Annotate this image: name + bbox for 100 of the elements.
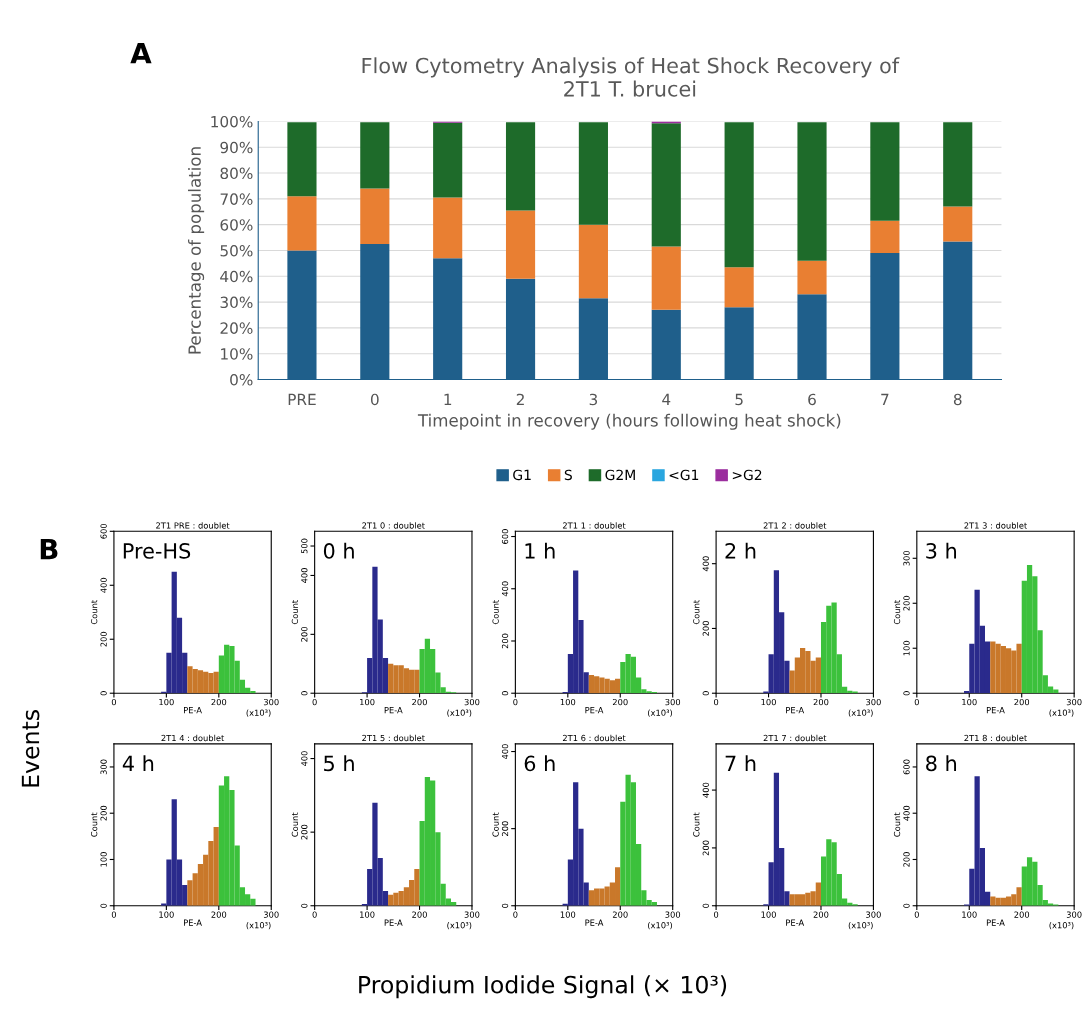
y-tick-label: 0 xyxy=(501,691,509,696)
annotation: 7 h xyxy=(725,755,756,771)
y-tick-label: 0 xyxy=(301,903,308,908)
bar xyxy=(870,220,900,254)
annotation: 1 h xyxy=(525,542,555,559)
y-tick-label: 200 xyxy=(702,621,709,636)
x-tick-label: 100 xyxy=(761,911,776,918)
y-axis-title: Count xyxy=(291,812,299,837)
x-tick-label: 300 xyxy=(1066,911,1082,918)
x-axis-title: Timepoint in recovery (hours following heat shock) xyxy=(417,413,841,430)
x-tick-label: 300 xyxy=(263,698,279,706)
x-tick-label: 2 xyxy=(516,393,524,405)
x-axis-title: PE-A xyxy=(184,707,202,714)
bar xyxy=(505,122,536,211)
x-tick-label: 0 xyxy=(312,698,317,706)
x-tick-label: 300 xyxy=(866,698,881,706)
y-tick-label: 40% xyxy=(220,270,253,283)
x-axis-title: PE-A xyxy=(585,707,604,714)
x-tick-label: 200 xyxy=(1014,698,1030,706)
y-tick-label: 400 xyxy=(702,782,709,798)
bar xyxy=(651,246,681,310)
legend-label: >G2 xyxy=(732,469,762,481)
x-tick-label: 100 xyxy=(560,911,576,918)
x-tick-label: 100 xyxy=(761,698,776,706)
x-tick-label: 4 xyxy=(662,393,671,405)
x-tick-label: 100 xyxy=(360,698,375,706)
text: Events xyxy=(21,710,40,787)
bar xyxy=(870,122,900,221)
x-tick-label: 200 xyxy=(813,911,829,918)
annotation: 5 h xyxy=(324,755,354,772)
x-tick-label: 200 xyxy=(612,911,628,918)
text: (x10³) xyxy=(648,921,672,930)
x-tick-label: 200 xyxy=(612,698,628,706)
x-tick-label: 100 xyxy=(159,698,174,706)
bar xyxy=(797,122,827,261)
bar xyxy=(433,122,463,198)
y-tick-label: 200 xyxy=(301,824,308,840)
x-tick-label: 100 xyxy=(360,911,375,918)
x-tick-label: 300 xyxy=(263,911,279,918)
bar xyxy=(360,188,390,245)
x-tick-label: 0 xyxy=(513,698,518,706)
annotation: 2 h xyxy=(725,542,756,559)
y-tick-label: 200 xyxy=(903,852,910,867)
y-tick-label: 50% xyxy=(220,244,253,257)
y-tick-label: 300 xyxy=(903,550,910,566)
x-tick-label: 0 xyxy=(714,698,719,706)
chart-title: 2T1 5 : doublet xyxy=(362,734,425,742)
chart-title: 2T1 4 : doublet xyxy=(161,734,225,742)
text: (x10³) xyxy=(447,709,472,717)
bar xyxy=(578,122,608,225)
x-tick-label: 200 xyxy=(211,911,227,918)
y-axis-title: Count xyxy=(693,600,700,625)
x-tick-label: 7 xyxy=(881,393,889,405)
y-tick-label: 90% xyxy=(220,141,253,154)
annotation: 0 h xyxy=(323,542,354,559)
bar xyxy=(797,260,827,295)
y-tick-label: 20% xyxy=(220,322,253,334)
chart-title: 2T1 PRE : doublet xyxy=(156,522,230,529)
x-tick-label: 1 xyxy=(444,393,452,405)
y-tick-label: 100 xyxy=(903,640,910,656)
x-tick-label: 0 xyxy=(914,911,919,918)
y-tick-label: 100% xyxy=(211,115,253,128)
x-tick-label: 300 xyxy=(1066,698,1082,706)
y-axis-title: Count xyxy=(893,812,901,837)
y-tick-label: 30% xyxy=(220,296,253,309)
y-axis-title: Count xyxy=(893,600,901,625)
y-tick-label: 400 xyxy=(702,556,709,572)
x-tick-label: 200 xyxy=(1014,911,1030,918)
x-axis-title: PE-A xyxy=(986,919,1005,926)
x-tick-label: 200 xyxy=(813,698,829,706)
legend-label: G2M xyxy=(605,469,635,481)
x-axis-title: PE-A xyxy=(384,707,403,714)
y-tick-label: 400 xyxy=(501,744,509,760)
y-tick-label: 0 xyxy=(100,903,107,908)
bar xyxy=(943,206,973,242)
x-tick-label: 0 xyxy=(370,393,379,406)
text: (x10³) xyxy=(848,921,873,930)
x-tick-label: 200 xyxy=(412,911,427,918)
y-tick-label: 70% xyxy=(220,193,253,205)
x-axis-title: PE-A xyxy=(786,707,805,714)
x-tick-label: 300 xyxy=(665,911,681,918)
x-tick-label: 100 xyxy=(560,698,576,706)
chart-title: Flow Cytometry Analysis of Heat Shock Recovery of 2T1 T. brucei xyxy=(362,57,900,97)
x-tick-label: 0 xyxy=(111,698,117,706)
bar xyxy=(287,122,317,197)
legend-label: S xyxy=(564,469,572,481)
y-tick-label: 200 xyxy=(100,631,107,647)
x-axis-title: PE-A xyxy=(986,707,1005,714)
y-tick-label: 0% xyxy=(230,373,253,386)
x-tick-label: 0 xyxy=(312,911,317,918)
text: B xyxy=(40,538,58,560)
y-tick-label: 80% xyxy=(220,167,253,180)
bar xyxy=(360,122,390,189)
bar xyxy=(943,122,973,207)
x-tick-label: 100 xyxy=(962,911,977,918)
y-axis-title: Count xyxy=(91,812,98,837)
y-tick-label: 0 xyxy=(903,903,910,908)
y-tick-label: 200 xyxy=(501,633,509,649)
x-tick-label: 300 xyxy=(464,698,480,706)
chart-title: 2T1 0 : doublet xyxy=(362,522,425,529)
